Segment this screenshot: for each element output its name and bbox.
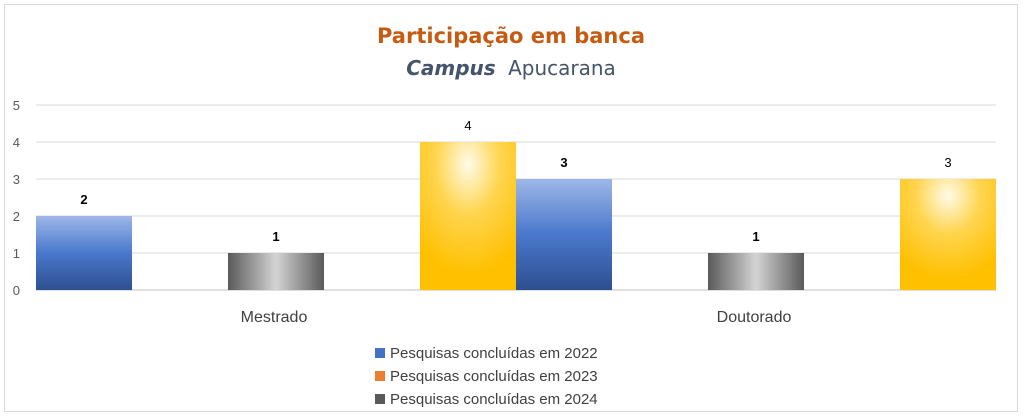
category-label-1: Doutorado	[717, 309, 792, 326]
bars	[36, 142, 996, 290]
y-tick-label-5: 5	[13, 98, 20, 113]
y-tick-label-4: 4	[13, 135, 20, 150]
bar-doutorado-0	[516, 179, 612, 290]
data-label-mestrado-0: 2	[80, 192, 87, 207]
data-label-doutorado-2: 3	[944, 155, 951, 170]
bar-doutorado-2	[900, 179, 996, 290]
category-labels: Mestrado Doutorado	[241, 309, 792, 326]
bar-mestrado-1	[228, 253, 324, 290]
legend-swatch-0	[375, 348, 385, 358]
y-tick-label-1: 1	[13, 246, 20, 261]
chart-title: Participação em banca	[377, 24, 645, 48]
bar-mestrado-2	[420, 142, 516, 290]
category-label-0: Mestrado	[241, 309, 308, 326]
y-tick-label-2: 2	[13, 209, 20, 224]
legend-label-2: Pesquisas concluídas em 2024	[390, 391, 598, 408]
data-label-mestrado-2: 4	[464, 118, 471, 133]
y-tick-label-3: 3	[13, 172, 20, 187]
data-label-doutorado-1: 1	[752, 229, 759, 244]
chart-subtitle-rest: Apucarana	[508, 56, 616, 80]
legend: Pesquisas concluídas em 2022 Pesquisas co…	[375, 345, 598, 408]
y-axis-ticks: 0 1 2 3 4 5	[13, 98, 20, 298]
data-label-doutorado-0: 3	[560, 155, 567, 170]
data-label-mestrado-1: 1	[272, 229, 279, 244]
data-labels: 2 1 4 3 1 3	[80, 118, 951, 244]
bar-mestrado-0	[36, 216, 132, 290]
legend-label-1: Pesquisas concluídas em 2023	[390, 368, 598, 385]
bar-doutorado-1	[708, 253, 804, 290]
y-tick-label-0: 0	[13, 283, 20, 298]
chart-subtitle-italic: Campus	[406, 56, 496, 80]
chart-subtitle: Campus Apucarana	[406, 56, 616, 80]
legend-swatch-1	[375, 371, 385, 381]
legend-label-0: Pesquisas concluídas em 2022	[390, 345, 598, 362]
legend-swatch-2	[375, 394, 385, 404]
